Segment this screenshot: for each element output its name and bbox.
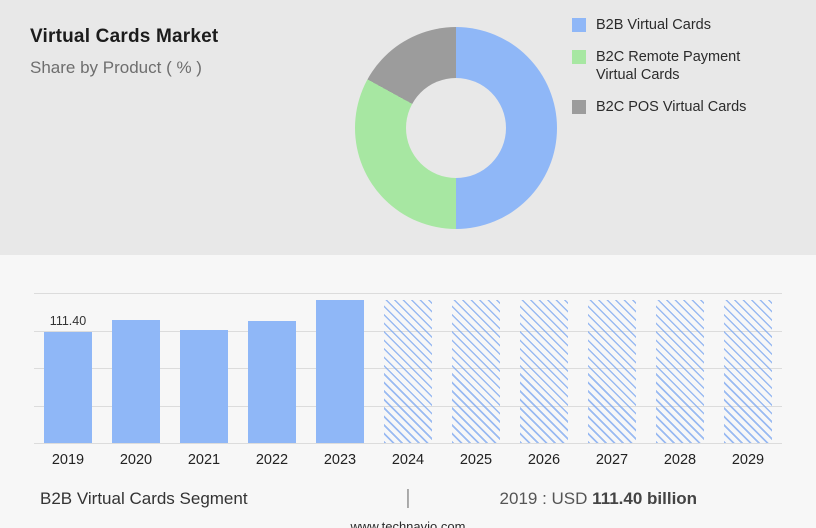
donut-legend: B2B Virtual Cards B2C Remote Payment Virt… [572, 16, 800, 131]
legend-label: B2C Remote Payment Virtual Cards [596, 49, 741, 84]
grid-line [34, 293, 782, 294]
bar-wrap [442, 293, 510, 443]
year-label: 2025 [459, 452, 493, 468]
legend-item-2: B2C POS Virtual Cards [572, 98, 800, 116]
stat-value: 111.40 billion [592, 489, 698, 508]
bar-wrap [306, 293, 374, 443]
forecast-bar [520, 300, 568, 443]
grid-line [34, 443, 782, 444]
bar-wrap [510, 293, 578, 443]
bar-wrap [102, 293, 170, 443]
segment-label: B2B Virtual Cards Segment [40, 489, 248, 508]
website-url: www.technavio.com [350, 519, 466, 528]
footer-divider: | [405, 487, 411, 509]
forecast-bar [588, 300, 636, 443]
bar-column-2026: 2026 [510, 293, 578, 477]
year-label: 2029 [731, 452, 765, 468]
bottom-section: 111.40 2019 2020 2021 2022 2023 2024 2025 2026 20… [0, 293, 816, 528]
bar-value-label: 111.40 [49, 313, 87, 328]
history-bar [180, 330, 228, 443]
top-section: Virtual Cards Market Share by Product ( … [0, 0, 816, 255]
donut-chart [355, 27, 557, 229]
page-title: Virtual Cards Market [30, 26, 219, 47]
forecast-bar [724, 300, 772, 443]
history-bar [316, 300, 364, 443]
bar-column-2029: 2029 [714, 293, 782, 477]
bar-column-2021: 2021 [170, 293, 238, 477]
forecast-bar [384, 300, 432, 443]
forecast-bar [452, 300, 500, 443]
bar-column-2028: 2028 [646, 293, 714, 477]
forecast-bar [656, 300, 704, 443]
bar-column-2019: 111.40 2019 [34, 293, 102, 477]
bar-wrap [238, 293, 306, 443]
bar-wrap: 111.40 [34, 293, 102, 443]
history-bar [112, 320, 160, 443]
history-bar [44, 331, 92, 443]
bar-column-2020: 2020 [102, 293, 170, 477]
bar-column-2027: 2027 [578, 293, 646, 477]
bar-column-2023: 2023 [306, 293, 374, 477]
legend-item-0: B2B Virtual Cards [572, 16, 800, 34]
history-bar [248, 321, 296, 443]
bar-column-2025: 2025 [442, 293, 510, 477]
year-label: 2026 [527, 452, 561, 468]
legend-item-1: B2C Remote Payment Virtual Cards [572, 48, 800, 84]
year-label: 2022 [255, 452, 289, 468]
footer-stat: 2019 : USD 111.40 billion [421, 489, 776, 509]
bar-wrap [578, 293, 646, 443]
legend-swatch-icon [572, 50, 586, 65]
year-label: 2027 [595, 452, 629, 468]
bar-wrap [646, 293, 714, 443]
bar-column-2024: 2024 [374, 293, 442, 477]
year-label: 2028 [663, 452, 697, 468]
stat-prefix: 2019 : USD [499, 489, 588, 508]
year-label: 2020 [119, 452, 153, 468]
page-subtitle: Share by Product ( % ) [30, 58, 202, 77]
bar-wrap [374, 293, 442, 443]
bar-wrap [714, 293, 782, 443]
bars-container: 111.40 2019 2020 2021 2022 2023 2024 2025 2026 20… [34, 293, 782, 477]
legend-swatch-icon [572, 100, 586, 115]
legend-swatch-icon [572, 18, 586, 32]
legend-label: B2B Virtual Cards [596, 17, 711, 33]
bar-wrap [170, 293, 238, 443]
year-label: 2023 [323, 452, 357, 468]
year-label: 2021 [187, 452, 221, 468]
year-label: 2024 [391, 452, 425, 468]
year-label: 2019 [51, 452, 85, 468]
bar-column-2022: 2022 [238, 293, 306, 477]
title-block: Virtual Cards Market Share by Product ( … [30, 26, 218, 78]
bar-chart: 111.40 2019 2020 2021 2022 2023 2024 2025 2026 20… [34, 293, 782, 477]
footer-row: B2B Virtual Cards Segment | 2019 : USD 1… [40, 487, 776, 510]
legend-label: B2C POS Virtual Cards [596, 99, 747, 116]
